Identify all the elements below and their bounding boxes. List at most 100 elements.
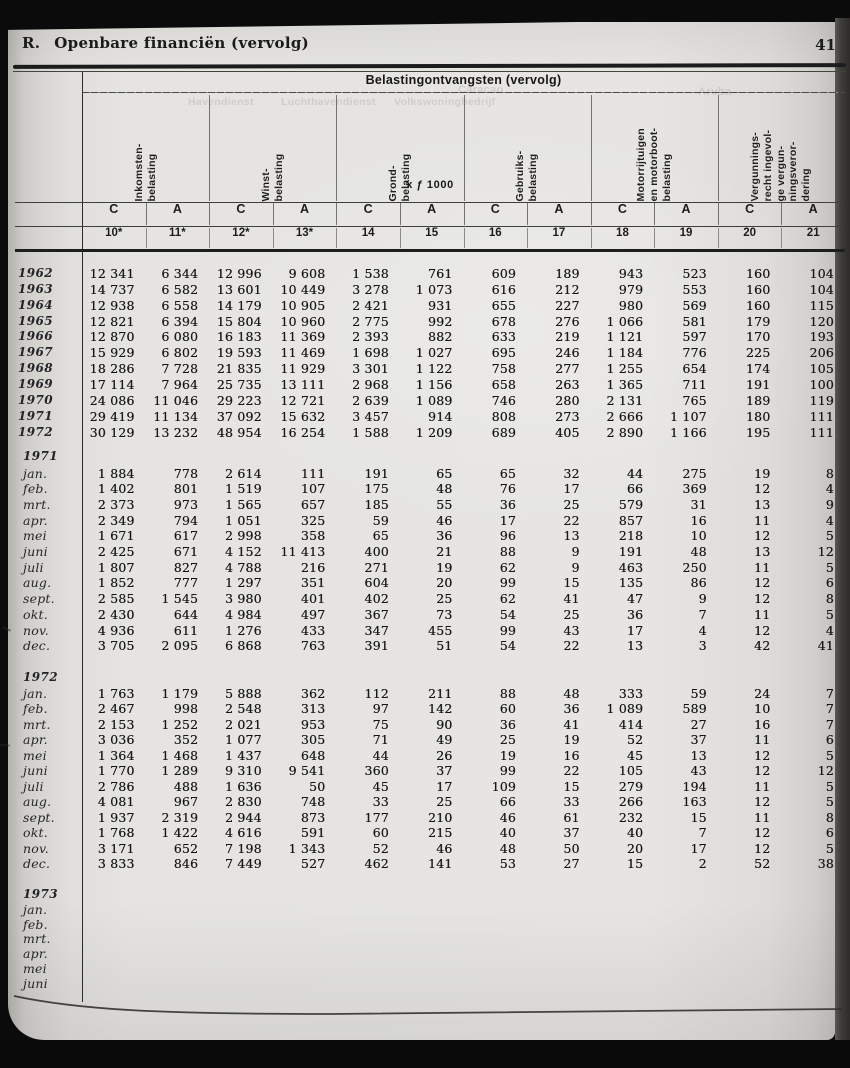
table-row: 3 833 846 7 449 527 462 141 53 27 15 2 52 38 — [82, 856, 845, 871]
table-cell: 33 — [563, 794, 580, 809]
top-rule-thick — [12, 63, 847, 69]
col-divider — [145, 203, 147, 225]
table-cell: 194 — [682, 778, 707, 794]
table-cell: 2 319 — [161, 809, 199, 825]
month-row-label: apr. — [23, 946, 48, 962]
table-cell: 12 721 — [280, 392, 326, 408]
table-cell: 22 — [563, 512, 580, 528]
table-cell: 695 — [491, 345, 517, 361]
table-cell: 206 — [809, 345, 834, 361]
col-divider — [209, 228, 211, 248]
table-row: 14 737 6 582 13 601 10 449 3 278 1 073 616 212 9… — [82, 282, 845, 297]
month-row-label: dec. — [23, 856, 51, 871]
table-cell: 2 786 — [97, 778, 135, 794]
table-cell: 52 — [372, 840, 389, 856]
table-cell: 1 089 — [606, 701, 644, 716]
col-divider — [781, 203, 783, 225]
column-group-header: Winst- belasting — [259, 153, 285, 201]
table-cell: 6 394 — [161, 313, 199, 329]
table-cell: 15 — [626, 856, 644, 871]
table-cell: 2 548 — [224, 701, 262, 716]
month-row-label: feb. — [23, 481, 48, 497]
table-cell: 589 — [682, 701, 707, 716]
table-cell: 16 — [690, 512, 707, 528]
table-cell: 88 — [499, 544, 517, 559]
col-type-cell: A — [300, 202, 310, 216]
table-cell: 1 122 — [415, 361, 453, 377]
table-cell: 36 — [563, 701, 580, 716]
table-cell: 46 — [436, 840, 453, 856]
table-cell: 26 — [436, 747, 453, 763]
table-cell: 218 — [618, 528, 644, 544]
table-cell: 66 — [499, 794, 517, 809]
table-row: 2 425 671 4 152 11 413 400 21 88 9 191 48 13 12 — [82, 544, 845, 559]
table-cell: 777 — [173, 575, 199, 591]
table-cell: 105 — [618, 763, 644, 778]
table-cell: 3 457 — [352, 408, 389, 424]
table-cell: 266 — [618, 794, 644, 809]
column-group-gebruiksbelasting: Gebruiks- belasting — [464, 94, 591, 201]
table-row: 1 402 801 1 519 107 175 48 76 17 66 369 12 4 — [82, 481, 845, 496]
table-cell: 1 166 — [669, 424, 707, 440]
table-cell: 1 884 — [97, 465, 135, 481]
table-cell: 1 255 — [606, 361, 644, 377]
table-cell: 1 066 — [606, 313, 644, 329]
table-cell: 43 — [563, 622, 580, 638]
month-row-label: aug. — [23, 794, 52, 809]
table-cell: 232 — [618, 809, 644, 825]
table-cell: 973 — [173, 496, 199, 512]
table-row: 1 884 778 2 614 111 191 65 65 32 44 275 19 8 — [82, 466, 845, 481]
column-group-header: Inkomsten- belasting — [132, 142, 158, 201]
table-cell: 17 — [626, 622, 644, 638]
top-rule-thin — [13, 70, 846, 72]
table-cell: 1 519 — [224, 481, 262, 497]
year-row-label: 1968 — [18, 361, 53, 376]
col-divider — [781, 228, 783, 248]
table-cell: 104 — [809, 266, 834, 281]
table-cell: 73 — [436, 606, 453, 622]
table-cell: 6 — [825, 732, 834, 747]
col-number-cell: 14 — [361, 227, 375, 239]
table-cell: 391 — [364, 638, 389, 654]
table-cell: 1 768 — [97, 825, 135, 840]
table-cell: 2 639 — [352, 392, 389, 408]
table-cell: 9 — [571, 544, 580, 559]
table-cell: 553 — [682, 281, 707, 297]
table-cell: 11 369 — [280, 329, 326, 345]
month-row-label: juni — [23, 975, 48, 991]
table-cell: 12 — [754, 763, 771, 778]
col-type-cell: A — [172, 202, 182, 216]
table-cell: 11 — [754, 809, 771, 825]
table-cell: 36 — [626, 606, 644, 622]
table-cell: 611 — [173, 622, 199, 638]
table-cell: 273 — [555, 408, 580, 424]
col-type-cell: C — [490, 202, 500, 216]
year-row-label: 1962 — [18, 266, 53, 280]
table-cell: 347 — [364, 622, 389, 638]
table-cell: 160 — [745, 297, 771, 313]
column-group-divider — [209, 95, 211, 201]
column-group-winstbelasting: Winst- belasting — [209, 94, 336, 201]
table-cell: 5 — [825, 747, 834, 763]
table-row: 4 936 611 1 276 433 347 455 99 43 17 4 12 4 — [82, 623, 845, 638]
table-cell: 100 — [809, 376, 834, 392]
page-number: 41 — [815, 36, 836, 54]
table-cell: 42 — [754, 638, 771, 654]
month-row-label: jan. — [23, 685, 48, 701]
table-cell: 4 081 — [97, 794, 135, 809]
table-cell: 931 — [428, 297, 453, 313]
table-cell: 62 — [499, 559, 517, 575]
table-cell: 8 — [825, 809, 834, 825]
col-number-cell: 17 — [552, 227, 566, 239]
table-cell: 1 252 — [161, 716, 199, 732]
table-cell: 16 254 — [280, 424, 326, 440]
table-title: Belastingontvangsten (vervolg) — [365, 73, 562, 87]
header-rule — [15, 202, 845, 204]
table-cell: 97 — [372, 701, 389, 716]
table-cell: 15 632 — [280, 408, 326, 424]
table-cell: 6 582 — [161, 281, 199, 297]
column-group-grondbelasting: Grond- belasting — [336, 94, 463, 201]
table-cell: 2 153 — [97, 716, 135, 732]
table-cell: 13 — [626, 638, 644, 654]
table-row: 12 821 6 394 15 804 10 960 2 775 992 678 276 1 0… — [82, 314, 845, 329]
